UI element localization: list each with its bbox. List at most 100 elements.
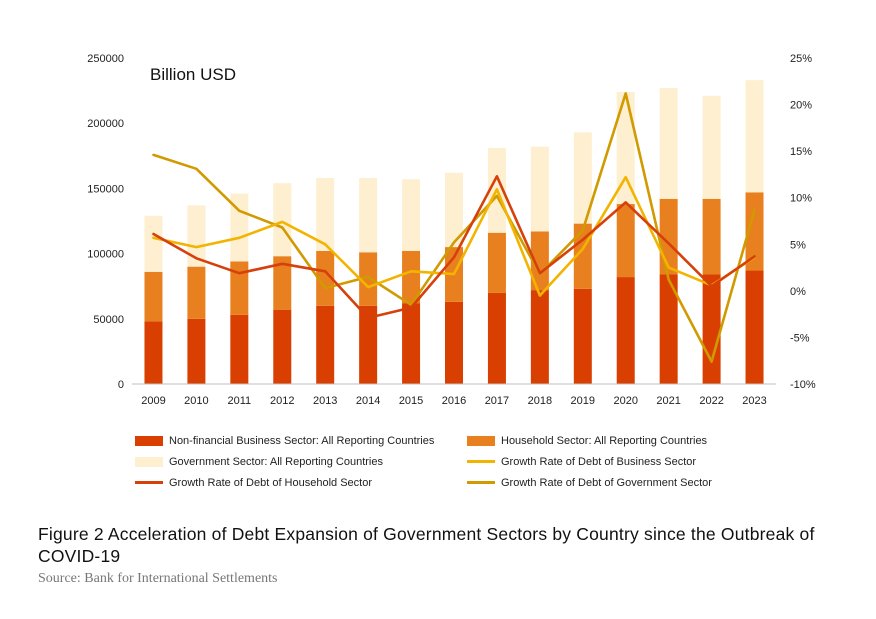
bar-business-2009: [144, 321, 163, 384]
left-tick-50000: 50000: [93, 314, 124, 326]
legend-swatch: [467, 481, 495, 484]
legend-label: Non-financial Business Sector: All Repor…: [169, 434, 435, 447]
bar-household-2022: [702, 198, 721, 275]
bar-government-2021: [659, 87, 678, 199]
line-government-growth: [152, 92, 756, 363]
left-tick-250000: 250000: [87, 53, 124, 65]
bar-household-2010: [187, 266, 206, 319]
bar-business-2013: [316, 305, 335, 384]
bar-business-2018: [530, 290, 549, 384]
legend-label: Government Sector: All Reporting Countri…: [169, 455, 383, 468]
bar-business-2023: [745, 270, 764, 384]
bar-household-2017: [487, 232, 506, 293]
unit-label: Billion USD: [150, 65, 236, 84]
bar-business-2014: [359, 305, 378, 384]
legend-item-government-growth: Growth Rate of Debt of Government Sector: [467, 477, 767, 489]
left-axis-ticks: 0 50000 100000 150000 200000 250000: [87, 53, 124, 391]
legend-swatch: [135, 435, 163, 446]
x-tick-2021: 2021: [656, 395, 680, 407]
legend-label: Growth Rate of Debt of Government Sector: [501, 476, 712, 489]
bar-government-2011: [230, 193, 249, 262]
source-note: Source: Bank for International Settlemen…: [38, 571, 278, 586]
bar-business-2022: [702, 274, 721, 384]
figure-caption: Figure 2 Acceleration of Debt Expansion …: [38, 524, 815, 566]
bar-government-2009: [144, 215, 163, 272]
legend: Non-financial Business Sector: All Repor…: [135, 430, 775, 493]
bar-government-2016: [445, 172, 463, 248]
bar-business-2021: [659, 274, 678, 384]
legend-item-business-debt: Non-financial Business Sector: All Repor…: [135, 435, 467, 447]
x-tick-2017: 2017: [485, 395, 509, 407]
bar-government-2022: [702, 95, 721, 199]
bar-household-2020: [616, 204, 635, 278]
left-tick-150000: 150000: [87, 183, 124, 195]
bar-government-2019: [573, 132, 592, 224]
bar-business-2016: [445, 301, 463, 384]
x-tick-2014: 2014: [356, 395, 380, 407]
legend-item-government-debt: Government Sector: All Reporting Countri…: [135, 456, 467, 468]
bar-business-2010: [187, 318, 206, 384]
x-tick-2019: 2019: [571, 395, 595, 407]
bar-business-2011: [230, 314, 249, 384]
x-tick-2015: 2015: [399, 395, 423, 407]
bar-household-2013: [316, 250, 335, 306]
x-tick-2022: 2022: [699, 395, 723, 407]
legend-item-household-growth: Growth Rate of Debt of Household Sector: [135, 477, 467, 489]
x-tick-2016: 2016: [442, 395, 466, 407]
bar-government-2018: [530, 146, 549, 232]
bar-layer: [144, 80, 764, 384]
line-layer: [152, 92, 756, 363]
x-tick-labels: 2009 2010 2011 2012 2013 2014 2015 2016 2017 2018…: [141, 395, 767, 407]
right-tick-0%: 0%: [790, 286, 806, 298]
bar-business-2017: [487, 292, 506, 384]
bar-government-2013: [316, 177, 335, 251]
right-tick-20%: 20%: [790, 100, 812, 112]
left-tick-0: 0: [118, 379, 124, 391]
bar-government-2023: [745, 80, 764, 193]
bar-government-2020: [616, 91, 635, 205]
legend-item-business-growth: Growth Rate of Debt of Business Sector: [467, 456, 767, 468]
legend-swatch: [467, 435, 495, 446]
x-tick-2023: 2023: [742, 395, 766, 407]
legend-label: Growth Rate of Debt of Household Sector: [169, 476, 372, 489]
right-axis-ticks: -10% -5% 0% 5% 10% 15% 20% 25%: [790, 53, 816, 391]
x-tick-2009: 2009: [141, 395, 165, 407]
legend-item-household-debt: Household Sector: All Reporting Countrie…: [467, 435, 767, 447]
x-tick-2020: 2020: [613, 395, 637, 407]
legend-swatch: [135, 456, 163, 467]
x-tick-2018: 2018: [528, 395, 552, 407]
bar-business-2015: [402, 303, 421, 384]
bar-household-2009: [144, 271, 163, 322]
x-tick-2013: 2013: [313, 395, 337, 407]
left-tick-200000: 200000: [87, 118, 124, 130]
line-business-growth: [152, 175, 756, 297]
right-tick-15%: 15%: [790, 146, 812, 158]
bar-business-2020: [616, 277, 635, 384]
line-household-growth: [152, 175, 756, 320]
bar-household-2014: [359, 252, 378, 306]
legend-swatch: [135, 481, 163, 484]
left-tick-100000: 100000: [87, 249, 124, 261]
bar-business-2019: [573, 288, 592, 384]
right-tick--10%: -10%: [790, 379, 816, 391]
bar-government-2015: [402, 179, 421, 251]
right-tick--5%: -5%: [790, 332, 810, 344]
legend-swatch: [467, 460, 495, 463]
bar-household-2018: [530, 231, 549, 291]
legend-label: Household Sector: All Reporting Countrie…: [501, 434, 708, 447]
debt-chart: 2009 2010 2011 2012 2013 2014 2015 2016 2017 2018…: [87, 53, 816, 407]
right-tick-10%: 10%: [790, 193, 812, 205]
x-tick-2010: 2010: [184, 395, 208, 407]
x-tick-2011: 2011: [228, 395, 252, 407]
x-tick-2012: 2012: [270, 395, 294, 407]
bar-household-2011: [230, 261, 249, 315]
bar-household-2012: [273, 256, 292, 310]
right-tick-25%: 25%: [790, 53, 812, 65]
bar-government-2014: [359, 177, 378, 253]
bar-household-2015: [402, 250, 421, 304]
right-tick-5%: 5%: [790, 239, 806, 251]
bar-business-2012: [273, 309, 292, 384]
bar-household-2023: [745, 192, 764, 271]
bar-government-2010: [187, 205, 206, 267]
legend-label: Growth Rate of Debt of Business Sector: [501, 455, 697, 468]
